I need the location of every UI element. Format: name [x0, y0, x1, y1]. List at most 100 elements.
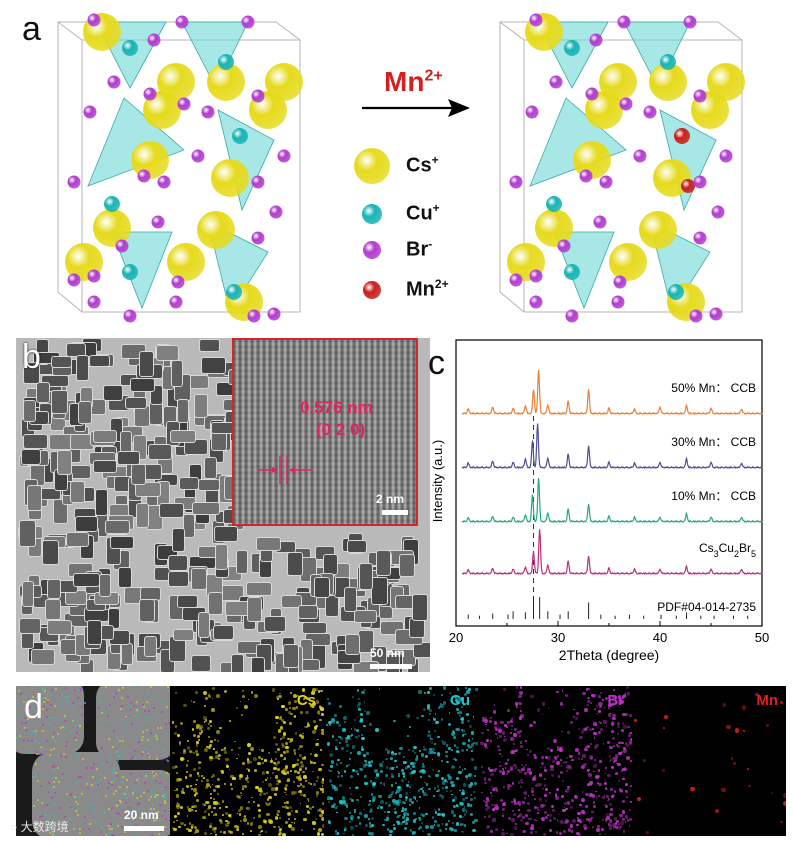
eds-signal-dot [212, 774, 215, 777]
eds-signal-dot [715, 809, 720, 814]
eds-signal-dot [535, 783, 540, 787]
eds-signal-dot [551, 760, 555, 763]
eds-signal-dot [202, 691, 207, 696]
eds-signal-dot [57, 766, 60, 769]
eds-signal-dot [212, 827, 216, 831]
nanocrystal [198, 478, 221, 491]
eds-signal-dot [293, 769, 297, 773]
eds-signal-dot [56, 732, 59, 735]
eds-signal-dot [543, 784, 546, 787]
eds-signal-dot [430, 825, 435, 830]
cs-ion [599, 63, 637, 101]
eds-signal-dot [161, 794, 164, 797]
eds-signal-dot [289, 805, 292, 809]
eds-signal-dot [149, 796, 152, 799]
eds-signal-dot [77, 775, 80, 778]
eds-signal-dot [213, 830, 217, 833]
eds-signal-dot [456, 746, 459, 750]
nanocrystal [47, 620, 72, 636]
eds-signal-dot [387, 815, 390, 818]
eds-signal-dot [259, 789, 264, 793]
eds-signal-dot [47, 700, 50, 703]
cu-ion [122, 40, 138, 56]
eds-signal-dot [316, 795, 319, 798]
eds-signal-dot [31, 696, 34, 698]
eds-signal-dot [603, 794, 606, 796]
eds-signal-dot [309, 705, 312, 708]
eds-signal-dot [456, 804, 459, 808]
eds-signal-dot [597, 775, 601, 778]
eds-signal-dot [356, 798, 359, 802]
eds-signal-dot [75, 739, 77, 742]
eds-signal-dot [100, 779, 103, 782]
eds-signal-dot [450, 748, 453, 751]
eds-signal-dot [384, 774, 388, 777]
eds-signal-dot [536, 708, 541, 713]
eds-signal-dot [539, 782, 543, 786]
eds-signal-dot [611, 721, 615, 725]
eds-signal-dot [299, 790, 303, 794]
eds-signal-dot [468, 688, 471, 692]
eds-signal-dot [498, 748, 501, 752]
eds-signal-dot [463, 733, 465, 736]
nanocrystal [343, 587, 357, 613]
eds-signal-dot [168, 708, 170, 711]
nanocrystal [30, 649, 56, 666]
eds-signal-dot [193, 794, 197, 797]
eds-signal-dot [209, 785, 212, 788]
eds-signal-dot [418, 769, 422, 773]
eds-signal-dot [20, 715, 23, 718]
eds-signal-dot [550, 805, 554, 808]
eds-signal-dot [533, 720, 536, 724]
eds-signal-dot [173, 821, 176, 824]
eds-signal-dot [28, 722, 31, 725]
eds-signal-dot [392, 798, 397, 803]
eds-signal-dot [625, 686, 629, 690]
eds-signal-dot [156, 794, 159, 797]
eds-signal-dot [595, 790, 597, 793]
eds-signal-dot [619, 788, 623, 792]
eds-signal-dot [518, 770, 522, 773]
eds-signal-dot [158, 803, 161, 806]
eds-signal-dot [308, 807, 312, 810]
eds-signal-dot [453, 795, 458, 800]
eds-signal-dot [282, 731, 287, 736]
br-ion [241, 15, 255, 29]
eds-signal-dot [586, 749, 588, 752]
eds-signal-dot [514, 802, 518, 806]
eds-signal-dot [455, 822, 460, 826]
eds-signal-dot [496, 744, 501, 749]
eds-signal-dot [279, 738, 282, 741]
eds-signal-dot [587, 783, 590, 787]
eds-signal-dot [120, 800, 123, 803]
eds-signal-dot [95, 821, 98, 824]
eds-signal-dot [559, 832, 563, 836]
eds-signal-dot [480, 765, 484, 769]
eds-signal-dot [211, 687, 215, 691]
eds-signal-dot [190, 699, 193, 702]
eds-signal-dot [573, 708, 575, 711]
eds-signal-dot [401, 807, 405, 811]
eds-signal-dot [459, 789, 461, 792]
eds-signal-dot [340, 775, 343, 777]
eds-signal-dot [544, 768, 548, 772]
eds-signal-dot [377, 773, 379, 776]
eds-signal-dot [532, 775, 536, 779]
eds-signal-dot [371, 798, 375, 802]
eds-signal-dot [608, 699, 611, 702]
eds-signal-dot [274, 762, 278, 767]
eds-signal-dot [524, 797, 526, 800]
eds-signal-dot [629, 784, 632, 788]
eds-signal-dot [232, 777, 235, 779]
eds-signal-dot [556, 761, 561, 766]
eds-signal-dot [124, 831, 127, 834]
eds-signal-dot [616, 762, 618, 765]
nanocrystal [125, 396, 148, 409]
arrow-label-charge: 2+ [424, 67, 443, 85]
eds-signal-dot [224, 819, 228, 823]
eds-signal-dot [634, 719, 637, 722]
eds-signal-dot [468, 773, 473, 777]
eds-signal-dot [205, 800, 209, 804]
eds-signal-dot [311, 689, 314, 692]
eds-signal-dot [536, 819, 538, 822]
